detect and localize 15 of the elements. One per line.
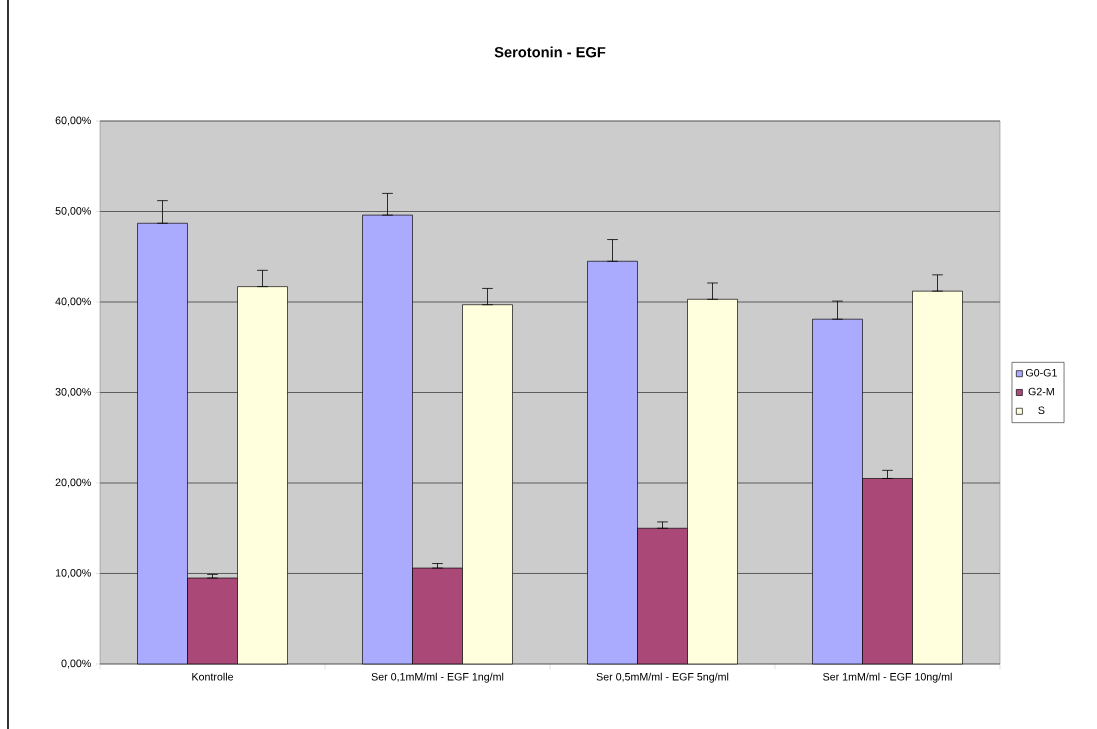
chart-title: Serotonin - EGF [494, 46, 606, 58]
x-tick-label: Ser 0,5mM/ml - EGF 5ng/ml [596, 672, 729, 683]
y-tick-label: 20,00% [55, 478, 91, 488]
legend-label: G2-M [1028, 387, 1054, 396]
y-tick-label: 60,00% [55, 116, 91, 126]
y-tick-label: 30,00% [55, 388, 91, 397]
x-tick-label: Kontrolle [192, 672, 234, 681]
x-tick-label: Ser 1mM/ml - EGF 10ng/ml [823, 672, 952, 683]
y-tick-label: 10,00% [55, 569, 91, 578]
legend-label: S [1038, 406, 1045, 415]
legend-label: G0-G1 [1025, 369, 1057, 377]
y-tick-label: 50,00% [55, 207, 91, 216]
y-tick-label: 40,00% [55, 297, 91, 307]
x-tick-label: Ser 0,1mM/ml - EGF 1ng/ml [371, 672, 504, 683]
y-tick-label: 0,00% [61, 659, 91, 669]
